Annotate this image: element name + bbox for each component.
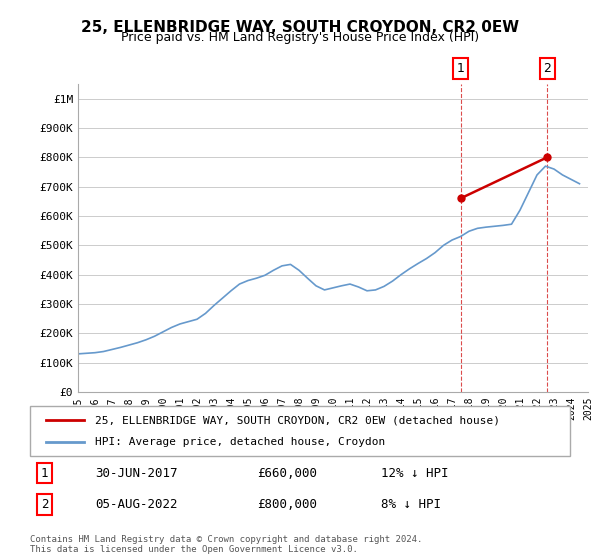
Text: Contains HM Land Registry data © Crown copyright and database right 2024.
This d: Contains HM Land Registry data © Crown c… <box>30 535 422 554</box>
Text: 12% ↓ HPI: 12% ↓ HPI <box>381 466 449 480</box>
Text: 2: 2 <box>41 498 48 511</box>
Text: £660,000: £660,000 <box>257 466 317 480</box>
Text: 05-AUG-2022: 05-AUG-2022 <box>95 498 178 511</box>
Text: 30-JUN-2017: 30-JUN-2017 <box>95 466 178 480</box>
Text: 25, ELLENBRIDGE WAY, SOUTH CROYDON, CR2 0EW (detached house): 25, ELLENBRIDGE WAY, SOUTH CROYDON, CR2 … <box>95 415 500 425</box>
Text: 1: 1 <box>41 466 48 480</box>
FancyBboxPatch shape <box>30 406 570 456</box>
Text: £800,000: £800,000 <box>257 498 317 511</box>
Text: 8% ↓ HPI: 8% ↓ HPI <box>381 498 441 511</box>
Text: Price paid vs. HM Land Registry's House Price Index (HPI): Price paid vs. HM Land Registry's House … <box>121 31 479 44</box>
Text: HPI: Average price, detached house, Croydon: HPI: Average price, detached house, Croy… <box>95 437 385 447</box>
Text: 1: 1 <box>457 62 464 74</box>
Text: 25, ELLENBRIDGE WAY, SOUTH CROYDON, CR2 0EW: 25, ELLENBRIDGE WAY, SOUTH CROYDON, CR2 … <box>81 20 519 35</box>
Text: 2: 2 <box>543 62 551 74</box>
